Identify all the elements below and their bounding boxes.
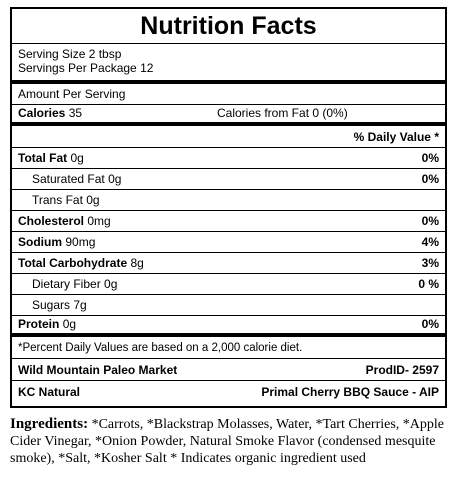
nutrient-name: Sugars <box>32 297 71 312</box>
nutrient-name: Total Carbohydrate <box>18 255 128 270</box>
nutrient-row-sugars: Sugars 7g <box>12 295 445 316</box>
nutrient-amount: 0mg <box>87 213 111 228</box>
footnote-row: *Percent Daily Values are based on a 2,0… <box>12 337 445 359</box>
nutrient-amount: 0g <box>70 150 84 165</box>
servings-per-package: Servings Per Package 12 <box>18 61 154 75</box>
dv-header-text: % Daily Value * <box>353 129 439 144</box>
nutrient-row-total-fat: Total Fat 0g 0% <box>12 148 445 169</box>
market-name: Wild Mountain Paleo Market <box>18 362 178 377</box>
brand-name: KC Natural <box>18 385 81 399</box>
ingredients-block: Ingredients: *Carrots, *Blackstrap Molas… <box>10 416 450 467</box>
nutrient-dv: 0% <box>421 317 439 331</box>
nutrient-dv: 4% <box>421 234 439 249</box>
nutrient-amount: 8g <box>130 255 144 270</box>
nutrient-name: Total Fat <box>18 150 68 165</box>
ingredients-text: *Carrots, *Blackstrap Molasses, Water, *… <box>10 417 444 466</box>
footnote: *Percent Daily Values are based on a 2,0… <box>18 341 303 354</box>
nutrient-row-protein: Protein 0g 0% <box>12 316 445 337</box>
nutrient-name: Trans Fat <box>32 192 83 207</box>
nutrient-dv: 0 % <box>418 276 439 291</box>
nutrient-row-total-carbohydrate: Total Carbohydrate 8g 3% <box>12 253 445 274</box>
nutrient-amount: 90mg <box>65 234 96 249</box>
nutrient-dv: 0% <box>421 171 439 186</box>
label-title: Nutrition Facts <box>12 9 445 44</box>
product-name: Primal Cherry BBQ Sauce - AIP <box>261 385 439 399</box>
nutrient-row-cholesterol: Cholesterol 0mg 0% <box>12 211 445 232</box>
nutrient-row-saturated-fat: Saturated Fat 0g 0% <box>12 169 445 190</box>
nutrient-amount: 0g <box>86 192 100 207</box>
calories-label: Calories <box>18 106 66 120</box>
calories-row: Calories 35 Calories from Fat 0 (0%) <box>12 105 445 126</box>
product-row: KC Natural Primal Cherry BBQ Sauce - AIP <box>12 381 445 403</box>
nutrient-name: Protein <box>18 317 60 331</box>
daily-value-header: % Daily Value * <box>12 126 445 148</box>
serving-size: Serving Size 2 tbsp <box>18 47 122 61</box>
nutrient-dv: 3% <box>421 255 439 270</box>
nutrient-amount: 0g <box>104 276 118 291</box>
nutrient-row-sodium: Sodium 90mg 4% <box>12 232 445 253</box>
brand-row: Wild Mountain Paleo Market ProdID- 2597 <box>12 359 445 381</box>
calories-value: 35 <box>68 106 83 120</box>
nutrient-name: Cholesterol <box>18 213 85 228</box>
ingredients-title: Ingredients: <box>10 416 89 432</box>
amount-per-serving-row: Amount Per Serving <box>12 84 445 105</box>
nutrient-name: Saturated Fat <box>32 171 105 186</box>
product-id: ProdID- 2597 <box>365 362 439 377</box>
calories-from-fat: Calories from Fat 0 (0%) <box>217 106 348 120</box>
nutrient-amount: 0g <box>108 171 122 186</box>
nutrient-amount: 0g <box>62 317 77 331</box>
nutrient-row-trans-fat: Trans Fat 0g <box>12 190 445 211</box>
nutrient-dv: 0% <box>421 213 439 228</box>
serving-info: Serving Size 2 tbsp Servings Per Package… <box>12 44 445 84</box>
nutrient-dv: 0% <box>421 150 439 165</box>
nutrient-name: Sodium <box>18 234 62 249</box>
nutrient-row-dietary-fiber: Dietary Fiber 0g 0 % <box>12 274 445 295</box>
nutrient-amount: 7g <box>73 297 87 312</box>
nutrition-facts-label: Nutrition Facts Serving Size 2 tbsp Serv… <box>10 7 447 408</box>
nutrient-name: Dietary Fiber <box>32 276 101 291</box>
amount-per-serving: Amount Per Serving <box>18 86 126 101</box>
